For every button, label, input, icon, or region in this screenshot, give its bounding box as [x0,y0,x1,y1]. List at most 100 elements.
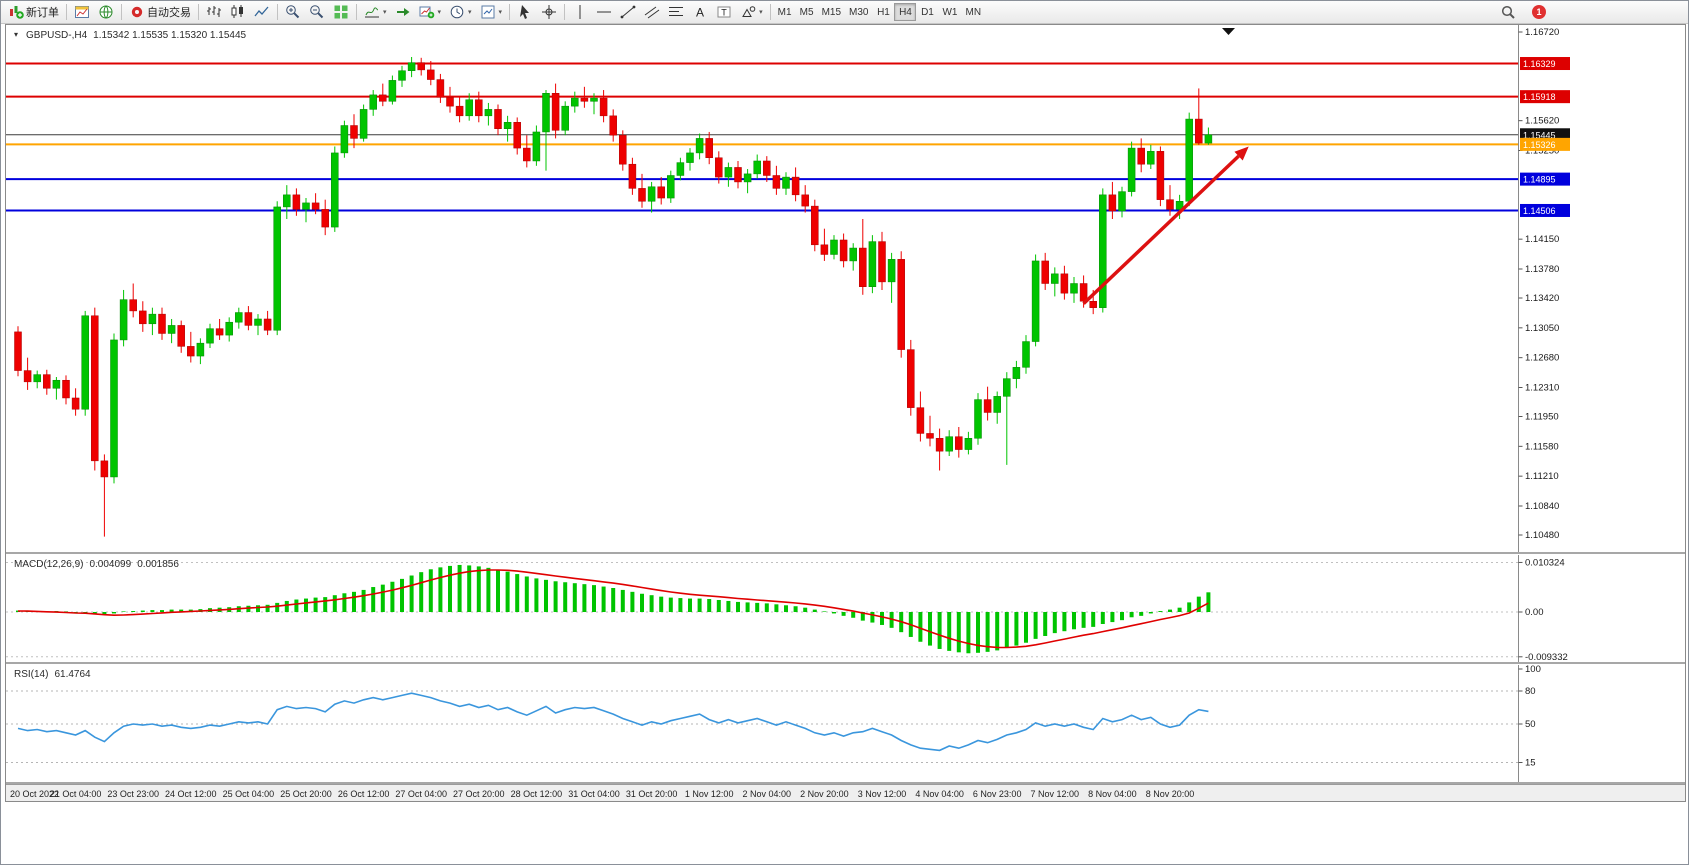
fibonacci-button[interactable] [664,2,688,22]
price-tag-label: 1.15445 [1523,130,1556,140]
vertical-line-button[interactable] [568,2,592,22]
price-tag-label: 1.14895 [1523,175,1556,185]
rsi-axis-label: 15 [1525,758,1536,769]
clock-icon [449,4,465,20]
macd-signal-value: 0.001856 [137,559,179,570]
price-axis-label: 1.12680 [1525,353,1559,364]
zoom-in-button[interactable] [281,2,305,22]
notifications-button[interactable]: 1 [1528,2,1550,22]
timeframe-m1-button[interactable]: M1 [774,3,796,21]
price-axis-label: 1.11950 [1525,412,1559,423]
indicators-button[interactable]: ▾ [360,2,391,22]
toolbar: 新订单 自动交易 ▾ ▾ ▾ ▾ A T ▾ M1 M5 M15 M30 H1 H4 D1 W1 MN 1 [1,1,1688,24]
macd-panel-svg[interactable]: 0.010324 0.00 -0.009332 [6,555,1686,662]
timeframe-m5-button[interactable]: M5 [796,3,818,21]
toolbar-separator [66,4,67,20]
charts-button[interactable] [70,2,94,22]
templates-button[interactable]: ▾ [476,2,507,22]
svg-text:A: A [696,6,704,20]
caret-down-icon: ▾ [468,9,472,16]
time-axis-label: 31 Oct 04:00 [568,789,620,799]
autotrading-icon [129,4,145,20]
fibo-icon [668,4,684,20]
text-label-button[interactable]: T [712,2,736,22]
timeframe-m15-button[interactable]: M15 [818,3,845,21]
chart-title: ▾ GBPUSD-,H4 1.15342 1.15535 1.15320 1.1… [14,30,246,41]
shapes-button[interactable]: ▾ [736,2,767,22]
search-button[interactable] [1496,2,1520,22]
text-button[interactable]: A [688,2,712,22]
price-tag [1520,172,1570,186]
timeframe-d1-button[interactable]: D1 [916,3,938,21]
community-button[interactable] [94,2,118,22]
rsi-line [17,692,1209,752]
toolbar-separator [564,4,566,20]
macd-indicator-header: MACD(12,26,9) 0.004099 0.001856 [14,559,179,570]
timeframe-mn-button[interactable]: MN [961,3,985,21]
panel-divider[interactable] [6,782,1685,784]
add-indicator-icon [419,4,435,20]
autotrading-button[interactable]: 自动交易 [125,2,195,22]
zoom-out-button[interactable] [305,2,329,22]
time-axis-label: 2 Nov 04:00 [742,789,792,799]
time-axis-label: 6 Nov 23:00 [972,789,1022,799]
panel-divider[interactable] [6,662,1685,664]
search-icon [1500,4,1516,20]
channel-button[interactable] [640,2,664,22]
timeframe-m30-button[interactable]: M30 [845,3,872,21]
hline-icon [596,4,612,20]
price-axis-label: 1.12310 [1525,382,1559,393]
macd-axis-label: 0.010324 [1525,557,1565,568]
macd-signal-line [17,569,1209,649]
panel-divider[interactable] [6,552,1685,554]
tile-windows-button[interactable] [329,2,353,22]
toolbar-separator [277,4,278,20]
add-indicator-button[interactable]: ▾ [415,2,446,22]
trendline-button[interactable] [616,2,640,22]
time-axis-label: 8 Nov 04:00 [1088,789,1137,799]
scroll-marker-icon[interactable] [1222,28,1235,35]
timeframe-w1-button[interactable]: W1 [938,3,961,21]
time-axis-label: 27 Oct 20:00 [453,789,505,799]
rsi-indicator-label: RSI(14) [14,669,49,680]
cursor-button[interactable] [513,2,537,22]
symbol-timeframe-label: GBPUSD-,H4 [26,30,88,41]
bar-chart-button[interactable] [202,2,226,22]
caret-down-icon: ▾ [383,9,387,16]
periods-button[interactable]: ▾ [445,2,476,22]
cursor-icon [517,4,533,20]
time-axis-label: 1 Nov 12:00 [684,789,734,799]
rsi-panel-svg[interactable]: 100 80 50 15 [6,665,1686,782]
time-axis[interactable]: 20 Oct 2022 21 Oct 04:00 23 Oct 23:00 24 Oc… [6,784,1685,801]
indicators-icon [364,4,380,20]
price-tag [1520,90,1570,104]
timeframe-h4-button[interactable]: H4 [894,3,917,21]
chart-menu-icon[interactable]: ▾ [14,30,19,39]
new-order-button[interactable]: 新订单 [4,2,63,22]
line-chart-button[interactable] [250,2,274,22]
new-order-button-label: 新订单 [26,7,59,19]
autotrading-button-label: 自动交易 [147,7,191,19]
time-axis-label: 25 Oct 04:00 [222,789,275,799]
time-axis-label: 25 Oct 20:00 [280,789,332,799]
price-tag-label: 1.15326 [1523,140,1556,150]
timeframe-h1-button[interactable]: H1 [872,3,894,21]
price-tag-label: 1.15918 [1523,92,1556,102]
candlestick-chart-button[interactable] [226,2,250,22]
main-chart-svg[interactable]: 1.16720 1.15620 1.15250 1.14150 1.13780 1.134… [6,25,1686,552]
trend-arrow-annotation[interactable] [1082,154,1240,305]
price-axis-label: 1.10840 [1525,501,1559,512]
crosshair-button[interactable] [537,2,561,22]
time-axis-label: 31 Oct 20:00 [625,789,678,799]
auto-scroll-button[interactable] [391,2,415,22]
time-axis-label: 2 Nov 20:00 [800,789,849,799]
price-axis-label: 1.13050 [1525,323,1559,334]
time-axis-label: 23 Oct 23:00 [107,789,159,799]
price-axis-label: 1.10480 [1525,530,1559,541]
caret-down-icon: ▾ [498,9,503,16]
horizontal-line-button[interactable] [592,2,616,22]
price-axis-label: 1.15250 [1525,145,1559,156]
rsi-axis-label: 100 [1525,665,1541,675]
bars-icon [206,4,222,20]
time-axis-label: 27 Oct 04:00 [395,789,447,799]
